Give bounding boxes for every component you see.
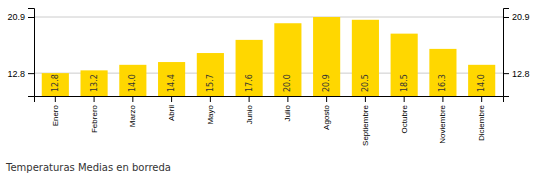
data-label: 13.2 [90, 74, 99, 92]
tick: Enero [51, 96, 60, 126]
axis-line [504, 9, 510, 97]
data-label: 18.5 [400, 74, 409, 92]
bar [429, 49, 456, 96]
tick-label: 20.9 [512, 12, 530, 22]
chart-container: 12.8 13.2 14.0 14.4 15.7 17.6 20.0 20.9 20.5 18.5… [0, 0, 537, 174]
tick: Agosto [322, 96, 331, 130]
tick-label: 12.8 [7, 69, 25, 79]
tick-mark [287, 96, 288, 102]
tick: Mayo [206, 96, 215, 125]
tick-label: Febrero [90, 104, 99, 133]
tick-mark [481, 96, 482, 102]
tick: Julio [283, 96, 292, 121]
tick: Febrero [90, 96, 99, 133]
tick-label: Septiembre [361, 104, 370, 145]
data-label: 14.0 [477, 74, 486, 92]
tick-mark [249, 96, 250, 102]
data-label: 20.0 [283, 74, 292, 92]
x-axis: Enero Febrero Marzo Abril Mayo Junio Julio Agos… [35, 96, 504, 146]
bar [42, 73, 69, 96]
tick-label: Noviembre [438, 104, 447, 143]
data-label: 16.3 [438, 74, 447, 92]
data-labels: 12.8 13.2 14.0 14.4 15.7 17.6 20.0 20.9 20.5 18.5… [51, 74, 486, 92]
data-label: 17.6 [245, 74, 254, 92]
tick-mark [503, 73, 509, 74]
axis-line [35, 97, 504, 103]
data-label: 14.0 [128, 74, 137, 92]
bar [81, 70, 108, 96]
tick-mark [132, 96, 133, 102]
tick-mark [210, 96, 211, 102]
tick-mark [365, 96, 366, 102]
bar [197, 53, 224, 96]
tick: 20.9 [7, 12, 34, 22]
tick-mark [28, 73, 34, 74]
tick: 20.9 [503, 12, 530, 22]
tick-mark [442, 96, 443, 102]
tick-label: Octubre [400, 104, 409, 133]
bar [158, 62, 185, 96]
axis-line [28, 9, 35, 97]
bar [468, 65, 495, 96]
tick-label: Abril [167, 105, 176, 121]
tick: 12.8 [7, 69, 34, 79]
tick-mark [503, 17, 509, 18]
tick: Noviembre [438, 96, 447, 144]
tick: Septiembre [361, 96, 370, 146]
data-label: 14.4 [167, 74, 176, 92]
title: Temperaturas Medias en borreda [5, 162, 171, 173]
tick-label: Junio [245, 104, 254, 124]
tick-mark [171, 96, 172, 102]
tick-label: 20.9 [7, 12, 25, 22]
bar [274, 23, 301, 96]
tick-mark [28, 17, 34, 18]
tick-mark [404, 96, 405, 102]
tick: Diciembre [477, 96, 486, 141]
tick-label: Diciembre [477, 104, 486, 141]
y-axis: 12.8 20.9 [7, 9, 34, 97]
bar [236, 40, 263, 96]
tick-mark [94, 96, 95, 102]
data-label: 20.9 [322, 74, 331, 92]
tick: Junio [245, 96, 254, 124]
tick: 12.8 [503, 69, 530, 79]
tick: Abril [167, 96, 176, 121]
tick-label: Julio [283, 104, 292, 121]
tick-label: Mayo [206, 104, 215, 124]
data-label: 20.5 [361, 74, 370, 92]
tick-label: 12.8 [512, 69, 530, 79]
tick-label: Agosto [322, 104, 331, 129]
bars [42, 17, 495, 96]
tick-mark [55, 96, 56, 102]
bar [313, 17, 340, 96]
tick: Octubre [400, 96, 409, 133]
tick-mark [326, 96, 327, 102]
tick-label: Enero [51, 104, 60, 126]
y2-axis: 12.8 20.9 [503, 9, 530, 97]
bar [352, 20, 379, 96]
bar [391, 34, 418, 96]
tick-label: Marzo [128, 104, 137, 127]
bar [119, 65, 146, 96]
chart-svg: 12.8 13.2 14.0 14.4 15.7 17.6 20.0 20.9 20.5 18.5… [0, 0, 537, 174]
tick: Marzo [128, 96, 137, 127]
grid-line [34, 17, 503, 18]
data-label: 12.8 [51, 74, 60, 92]
data-label: 15.7 [206, 74, 215, 92]
